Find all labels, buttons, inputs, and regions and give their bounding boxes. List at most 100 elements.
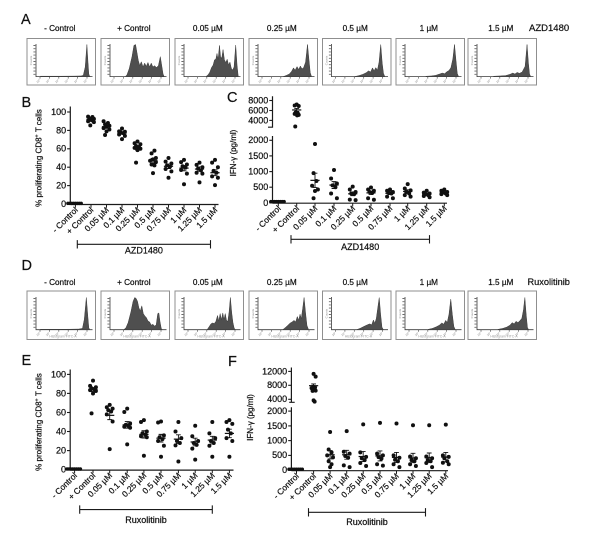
svg-text:102: 102	[128, 331, 135, 338]
svg-text:- Control: - Control	[44, 278, 76, 287]
svg-text:C: C	[227, 90, 237, 106]
svg-text:+ Control: + Control	[117, 278, 151, 287]
svg-text:0.05 µM: 0.05 µM	[193, 278, 223, 287]
svg-text:104: 104	[73, 331, 80, 338]
svg-text:104: 104	[368, 331, 375, 338]
svg-text:102: 102	[54, 331, 61, 338]
svg-text:AZD1480: AZD1480	[529, 23, 569, 34]
svg-text:12000: 12000	[262, 366, 287, 376]
svg-text:1000: 1000	[248, 167, 268, 177]
svg-text:102: 102	[495, 78, 502, 85]
svg-text:100: 100	[51, 369, 66, 379]
svg-text:100: 100	[257, 78, 264, 85]
svg-text:500: 500	[253, 182, 268, 192]
svg-text:100: 100	[257, 331, 264, 338]
svg-text:1000: 1000	[267, 436, 287, 446]
svg-text:103: 103	[64, 78, 71, 85]
svg-text:20: 20	[56, 181, 66, 191]
svg-text:F: F	[228, 354, 237, 370]
svg-text:102: 102	[202, 78, 209, 85]
svg-text:% proliferating CD8+ T cells: % proliferating CD8+ T cells	[35, 373, 44, 471]
svg-text:Counts: Counts	[103, 308, 107, 318]
svg-text:8000: 8000	[267, 380, 287, 390]
svg-text:105: 105	[304, 78, 311, 85]
svg-text:+ Control: + Control	[117, 24, 151, 33]
svg-text:1 µM: 1 µM	[420, 278, 439, 287]
svg-text:0: 0	[282, 465, 287, 475]
svg-text:Histogram FITC-A: Histogram FITC-A	[490, 334, 518, 338]
svg-text:101: 101	[486, 78, 493, 85]
svg-text:4000: 4000	[267, 394, 287, 404]
svg-text:103: 103	[505, 78, 512, 85]
svg-text:0.5 µM: 0.5 µM	[343, 278, 368, 287]
svg-text:101: 101	[119, 78, 126, 85]
svg-text:Histogram FITC-A: Histogram FITC-A	[271, 334, 299, 338]
svg-text:105: 105	[304, 331, 311, 338]
svg-text:102: 102	[423, 78, 430, 85]
svg-text:103: 103	[359, 331, 366, 338]
svg-text:IFN-γ (pg/ml): IFN-γ (pg/ml)	[246, 394, 255, 441]
svg-text:102: 102	[202, 331, 209, 338]
svg-text:105: 105	[523, 331, 530, 338]
svg-text:100: 100	[404, 331, 411, 338]
svg-text:102: 102	[350, 331, 357, 338]
svg-text:Counts: Counts	[177, 55, 181, 65]
svg-text:0: 0	[61, 199, 66, 209]
svg-text:AZD1480: AZD1480	[125, 246, 163, 256]
svg-text:101: 101	[267, 331, 274, 338]
svg-text:105: 105	[378, 331, 385, 338]
svg-text:Counts: Counts	[29, 55, 33, 65]
svg-text:100: 100	[404, 78, 411, 85]
svg-text:104: 104	[221, 331, 228, 338]
svg-text:103: 103	[64, 331, 71, 338]
svg-text:104: 104	[221, 78, 228, 85]
svg-text:104: 104	[442, 78, 449, 85]
svg-text:103: 103	[212, 331, 219, 338]
svg-text:Counts: Counts	[251, 55, 255, 65]
svg-text:100: 100	[183, 331, 190, 338]
svg-text:103: 103	[505, 331, 512, 338]
svg-text:103: 103	[433, 78, 440, 85]
svg-text:% proliferating CD8+ T cells: % proliferating CD8+ T cells	[35, 109, 44, 207]
svg-text:80: 80	[56, 388, 66, 398]
svg-text:102: 102	[276, 78, 283, 85]
svg-text:Ruxolitinib: Ruxolitinib	[125, 515, 167, 525]
svg-text:101: 101	[193, 78, 200, 85]
svg-text:D: D	[22, 258, 32, 274]
svg-text:101: 101	[414, 78, 421, 85]
svg-text:105: 105	[523, 78, 530, 85]
svg-text:102: 102	[54, 78, 61, 85]
svg-text:Ruxolitinib: Ruxolitinib	[528, 277, 570, 287]
svg-text:105: 105	[156, 331, 163, 338]
svg-text:Counts: Counts	[398, 308, 402, 318]
svg-text:103: 103	[212, 78, 219, 85]
svg-text:20: 20	[56, 446, 66, 456]
svg-text:60: 60	[56, 144, 66, 154]
svg-text:105: 105	[230, 331, 237, 338]
svg-text:102: 102	[276, 331, 283, 338]
svg-text:B: B	[22, 95, 32, 111]
svg-text:100: 100	[35, 78, 42, 85]
svg-text:100: 100	[331, 78, 338, 85]
svg-text:A: A	[21, 12, 31, 28]
svg-text:8000: 8000	[248, 95, 268, 105]
svg-text:104: 104	[73, 78, 80, 85]
svg-text:500: 500	[272, 450, 287, 460]
svg-text:40: 40	[56, 426, 66, 436]
svg-text:0.25 µM: 0.25 µM	[267, 24, 297, 33]
svg-text:Counts: Counts	[103, 55, 107, 65]
svg-text:Counts: Counts	[177, 308, 181, 318]
svg-text:101: 101	[414, 331, 421, 338]
svg-text:101: 101	[45, 78, 52, 85]
svg-text:105: 105	[82, 331, 89, 338]
svg-text:104: 104	[295, 331, 302, 338]
svg-text:104: 104	[514, 331, 521, 338]
svg-text:4000: 4000	[248, 115, 268, 125]
svg-text:103: 103	[359, 78, 366, 85]
svg-text:104: 104	[514, 78, 521, 85]
svg-text:Counts: Counts	[470, 55, 474, 65]
svg-text:1 µM: 1 µM	[420, 24, 439, 33]
svg-text:102: 102	[350, 78, 357, 85]
svg-text:1500: 1500	[267, 421, 287, 431]
svg-text:101: 101	[340, 331, 347, 338]
